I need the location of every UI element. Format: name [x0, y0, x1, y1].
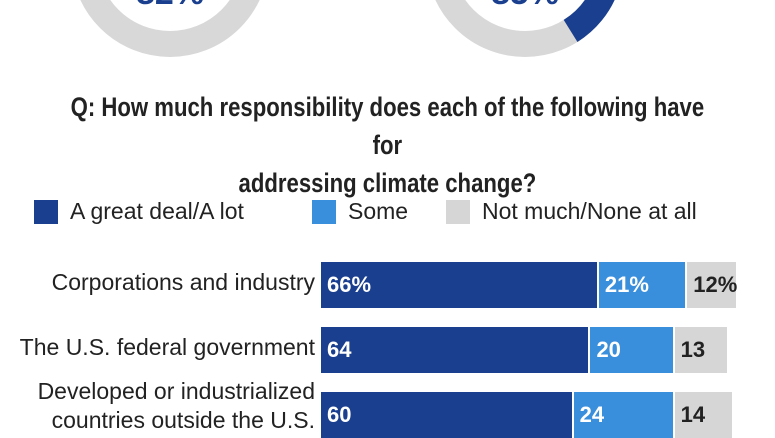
- bar-value-label: 60: [327, 402, 352, 427]
- category-label: countries outside the U.S.: [51, 407, 315, 433]
- legend-swatch: [312, 199, 336, 224]
- legend-item: A great deal/A lot: [34, 198, 244, 225]
- legend-item: Some: [312, 198, 408, 225]
- legend-item: Not much/None at all: [446, 198, 697, 225]
- bar-value-label: 12%: [693, 272, 738, 297]
- donut-track: [435, 0, 615, 57]
- bar-segment: 66%: [321, 262, 597, 308]
- category-label: The U.S. federal government: [19, 334, 315, 360]
- donut-value-label: 82%: [136, 0, 204, 12]
- bar-value-label: 20: [596, 337, 621, 362]
- legend-label: Not much/None at all: [482, 198, 697, 224]
- bar-value-label: 21%: [604, 272, 649, 297]
- legend-label: A great deal/A lot: [70, 198, 244, 224]
- category-label: Corporations and industry: [51, 269, 315, 295]
- legend-label: Some: [348, 198, 409, 224]
- donut-arc: [563, 0, 615, 42]
- bar-segment: 60: [321, 392, 572, 438]
- bar-value-label: 66%: [327, 272, 372, 297]
- question-line: Q: How much responsibility does each of …: [70, 92, 705, 160]
- bar-segment: 64: [321, 327, 589, 373]
- question-title: Q: How much responsibility does each of …: [70, 88, 706, 202]
- bar-segment: 21%: [598, 262, 686, 308]
- donut-value-label: 85%: [491, 0, 559, 12]
- bar-segment: 12%: [687, 262, 738, 308]
- question-line: addressing climate change?: [238, 168, 537, 198]
- bar-value-label: 14: [680, 402, 706, 427]
- bar-segment: 24: [573, 392, 673, 438]
- legend-swatch: [34, 199, 58, 224]
- bar-value-label: 64: [327, 337, 352, 362]
- bar-segment: 14: [674, 392, 732, 438]
- bar-segment: 20: [590, 327, 673, 373]
- donut-charts: 82% 85%: [80, 0, 615, 57]
- bar-value-label: 13: [680, 337, 706, 362]
- legend: A great deal/A lot Some Not much/None at a…: [0, 198, 775, 232]
- bar-segment: 13: [674, 327, 728, 373]
- category-label: Developed or industrialized: [37, 378, 315, 404]
- bar-value-label: 24: [579, 402, 605, 427]
- legend-swatch: [446, 199, 470, 224]
- donut-track: [80, 0, 260, 57]
